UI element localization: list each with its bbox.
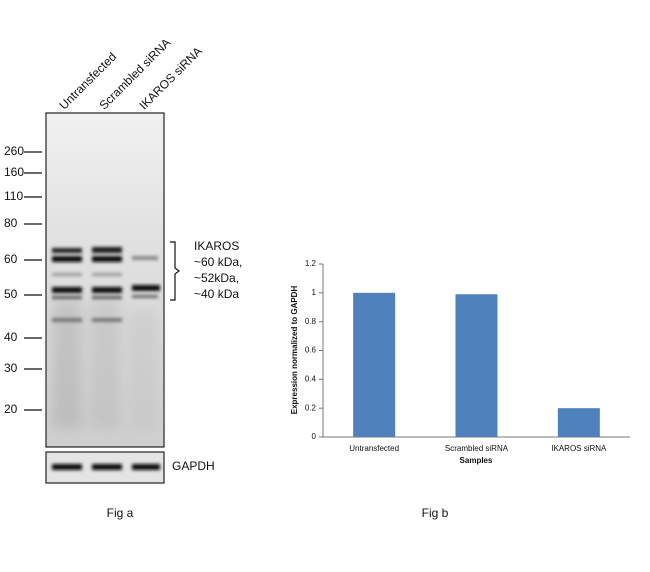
marker-label: 20: [4, 402, 18, 416]
marker-label: 80: [4, 216, 18, 230]
marker-label: 160: [4, 165, 24, 179]
band-label: ~52kDa,: [194, 271, 239, 285]
gapdh-bands: [52, 464, 160, 470]
band-label: ~40 kDa: [194, 287, 239, 301]
band-label: ~60 kDa,: [194, 255, 242, 269]
marker-label: 40: [4, 330, 18, 344]
marker-label: 50: [4, 287, 18, 301]
band-label: IKAROS: [194, 239, 239, 253]
blot: GAPDH Fig a: [45, 112, 215, 520]
x-axis-title: Samples: [460, 456, 493, 465]
y-tick-label: 0.6: [305, 346, 317, 355]
marker-label: 30: [4, 361, 18, 375]
x-tick-label: Untransfected: [349, 444, 399, 453]
bar: [455, 294, 498, 437]
y-axis-title: Expression normalized to GAPDH: [290, 286, 299, 415]
marker-label: 260: [4, 144, 24, 158]
y-tick-label: 1: [312, 288, 317, 297]
x-tick-label: Scrambled siRNA: [445, 444, 509, 453]
x-tick-label: IKAROS siRNA: [551, 444, 607, 453]
marker-label: 60: [4, 252, 18, 266]
loading-control-label: GAPDH: [172, 459, 215, 473]
marker-label: 110: [4, 189, 23, 203]
bar: [557, 408, 600, 437]
caption: Fig a: [107, 506, 134, 520]
blot-bands: [52, 247, 160, 322]
band-bracket: [170, 241, 180, 301]
y-tick-label: 0: [312, 432, 317, 441]
y-tick-label: 0.2: [305, 403, 317, 412]
lane-label: Scrambled siRNA: [96, 35, 173, 112]
bar: [353, 292, 396, 437]
y-tick-label: 1.2: [305, 259, 317, 268]
y-tick-label: 0.4: [305, 374, 317, 383]
caption: Fig b: [422, 506, 449, 520]
y-tick-label: 0.8: [305, 317, 317, 326]
